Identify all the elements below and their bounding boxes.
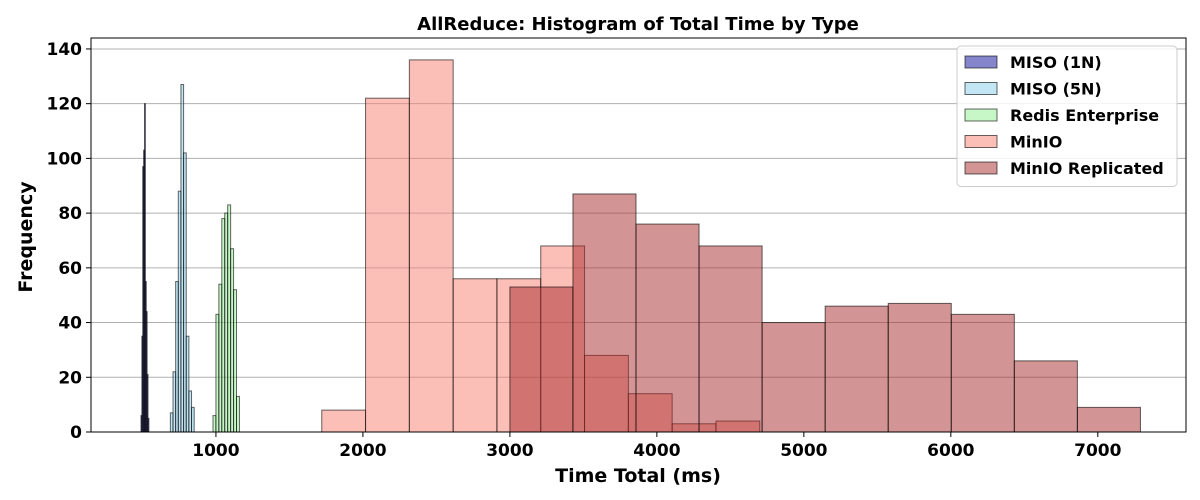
x-axis-label: Time Total (ms) [555, 465, 721, 487]
histogram-bar [635, 223, 700, 433]
legend-swatch [964, 135, 998, 148]
y-tick-label: 120 [47, 95, 83, 115]
histogram-bar [509, 286, 574, 433]
y-tick-label: 140 [47, 40, 83, 60]
plot-bars [140, 59, 1141, 433]
legend-swatch [964, 108, 998, 122]
chart-title: AllReduce: Histogram of Total Time by Ty… [417, 14, 859, 35]
legend-label: MinIO Replicated [1010, 159, 1164, 178]
legend-swatch [964, 161, 998, 175]
legend-label: Redis Enterprise [1010, 106, 1159, 125]
histogram-bar [698, 245, 763, 433]
x-tick-label: 3000 [486, 441, 533, 461]
x-tick-label: 4000 [633, 441, 680, 461]
y-tick-label: 100 [47, 149, 83, 169]
axes [86, 37, 1187, 437]
histogram-bar [887, 302, 952, 433]
x-tick-label: 5000 [780, 441, 827, 461]
histogram-bar [572, 193, 637, 433]
histogram-bar [1076, 406, 1141, 433]
y-tick-label: 0 [70, 423, 82, 443]
histogram-bar [950, 313, 1015, 433]
y-tick-label: 80 [58, 204, 82, 224]
x-tick-label: 2000 [339, 441, 386, 461]
histogram-bar [147, 417, 150, 433]
tick-labels: 1000 2000 3000 4000 5000 6000 7000 0 20 40 60 80 100… [47, 40, 1122, 461]
y-tick-label: 40 [58, 314, 82, 334]
histogram-bar [452, 278, 498, 433]
legend-label: MinIO [1010, 133, 1062, 152]
y-axis-label: Frequency [15, 181, 37, 293]
legend-swatch [964, 55, 998, 69]
histogram-bar [761, 322, 826, 433]
x-tick-label: 1000 [192, 441, 239, 461]
legend: MISO (1N) MISO (5N) Redis Enterprise MinIO M… [956, 45, 1178, 187]
histogram-bar [824, 305, 889, 433]
legend-label: MISO (5N) [1010, 80, 1102, 99]
legend-label: MISO (1N) [1010, 53, 1102, 72]
y-tick-label: 20 [58, 368, 82, 388]
histogram-bar [408, 59, 454, 433]
histogram-bar [365, 97, 410, 433]
x-tick-label: 7000 [1074, 441, 1121, 461]
x-tick-label: 6000 [927, 441, 974, 461]
histogram-bar [1013, 360, 1078, 433]
legend-box [956, 45, 1178, 187]
y-tick-label: 60 [58, 259, 82, 279]
histogram-bar [236, 395, 240, 433]
histogram-bar [321, 409, 367, 433]
legend-swatch [964, 82, 998, 95]
histogram-bar [191, 406, 195, 433]
plot-frame [90, 37, 1187, 433]
